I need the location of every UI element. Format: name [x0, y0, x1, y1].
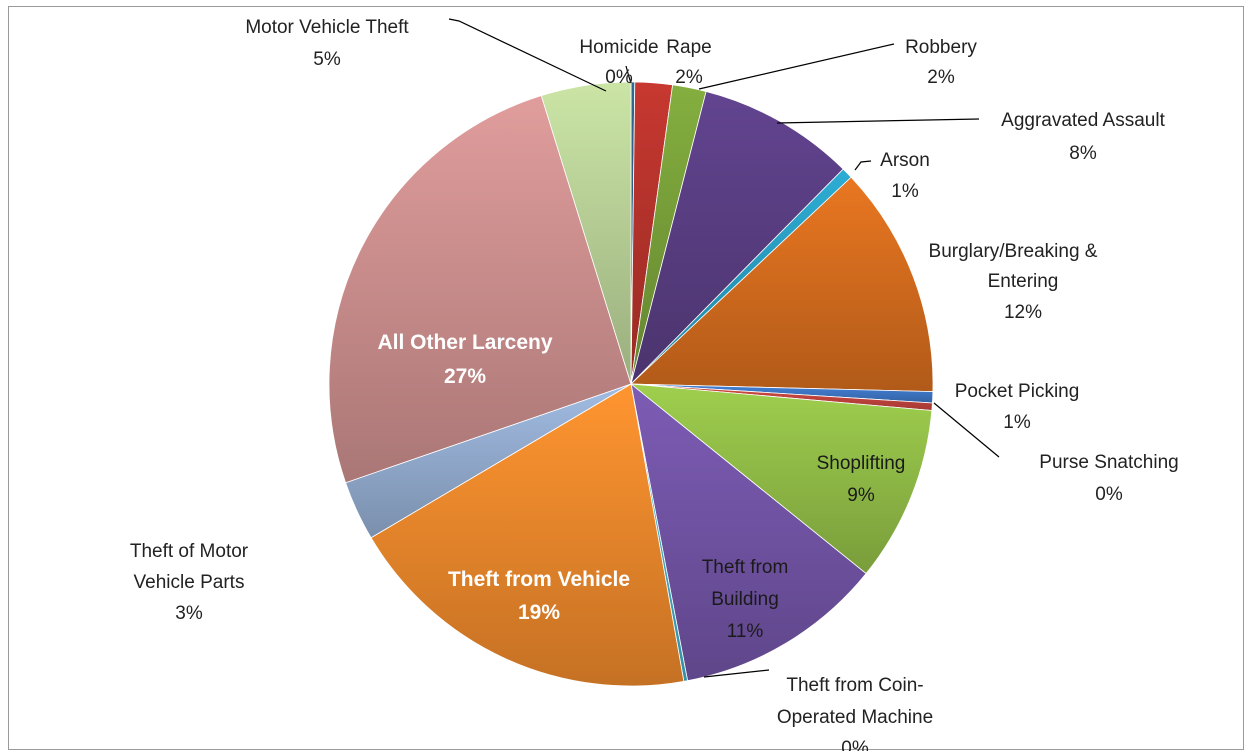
slice-all-other-larceny: [328, 95, 632, 484]
slice-burglary-breaking-entering: [630, 176, 934, 392]
data-label-purse-snatching: Purse Snatching 0%: [1039, 452, 1178, 505]
data-label-theft-from-coin-operated-machine: Theft from Coin-Operated Machine 0%: [777, 675, 933, 751]
slice-theft-from-vehicle: [370, 383, 685, 687]
leader-line-theft-from-coin-operated-machine: [703, 669, 770, 678]
leader-line-purse-snatching: [933, 402, 1000, 458]
data-label-all-other-larceny: All Other Larceny 27%: [377, 331, 552, 388]
data-label-arson: Arson 1%: [880, 150, 930, 202]
data-label-robbery: Robbery 2%: [905, 37, 977, 88]
data-label-theft-from-building: Theft from Building 11%: [702, 557, 789, 642]
data-label-pocket-picking: Pocket Picking 1%: [955, 381, 1080, 433]
data-label-burglary-breaking-entering: Burglary/Breaking & Entering 12%: [929, 241, 1098, 323]
leader-line-aggravated-assault: [776, 118, 980, 124]
leader-line-robbery: [698, 43, 895, 90]
data-label-rape: Rape 2%: [666, 37, 711, 88]
pie-chart: Homicide 0%Rape 2% Robbery 2% Aggravated Assa…: [130, 17, 1179, 751]
data-label-motor-vehicle-theft: Motor Vehicle Theft 5%: [245, 17, 409, 70]
leader-line-homicide: [625, 65, 632, 84]
data-label-theft-from-vehicle: Theft from Vehicle 19%: [448, 568, 630, 624]
slice-shoplifting: [629, 383, 933, 575]
data-label-homicide: Homicide 0%: [579, 37, 658, 88]
data-label-aggravated-assault: Aggravated Assault 8%: [1001, 110, 1165, 164]
slice-aggravated-assault: [630, 91, 844, 386]
data-label-theft-of-motor-vehicle-parts: Theft of Motor Vehicle Parts 3%: [130, 541, 249, 624]
leader-line-arson: [854, 160, 872, 171]
chart-frame: Homicide 0% Rape 2% Robbery 2% Aggravated Assa…: [8, 6, 1244, 751]
leader-line-motor-vehicle-theft: [448, 18, 607, 92]
slice-theft-from-building: [630, 383, 867, 682]
data-label-shoplifting: Shoplifting 9%: [817, 453, 906, 506]
